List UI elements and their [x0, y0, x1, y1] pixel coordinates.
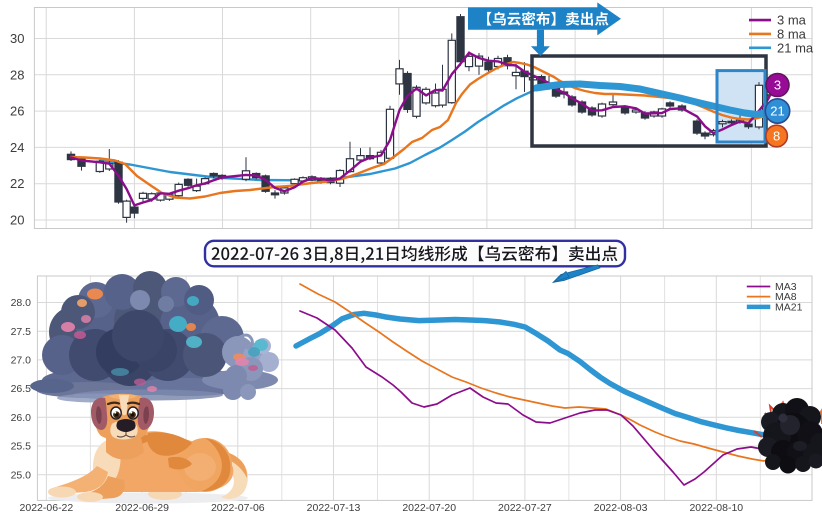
- svg-text:24: 24: [10, 140, 24, 155]
- svg-text:20: 20: [10, 213, 24, 228]
- svg-text:30: 30: [10, 31, 24, 46]
- svg-text:2022-07-20: 2022-07-20: [402, 502, 456, 514]
- svg-text:26: 26: [10, 104, 24, 119]
- svg-text:2022-06-22: 2022-06-22: [20, 502, 74, 514]
- svg-text:8 ma: 8 ma: [777, 27, 807, 42]
- svg-text:MA21: MA21: [775, 302, 803, 314]
- svg-text:3: 3: [774, 78, 781, 93]
- svg-text:27.5: 27.5: [11, 326, 32, 338]
- svg-text:28: 28: [10, 67, 24, 82]
- svg-text:3 ma: 3 ma: [777, 13, 807, 28]
- svg-text:2022-07-06: 2022-07-06: [211, 502, 265, 514]
- svg-text:2022-08-03: 2022-08-03: [594, 502, 648, 514]
- svg-text:8: 8: [773, 129, 780, 144]
- svg-text:21 ma: 21 ma: [777, 40, 814, 55]
- svg-text:26.0: 26.0: [11, 412, 32, 424]
- svg-text:25.5: 25.5: [11, 441, 32, 453]
- svg-text:2022-06-29: 2022-06-29: [115, 502, 169, 514]
- svg-text:2022-07-13: 2022-07-13: [307, 502, 361, 514]
- svg-text:26.5: 26.5: [11, 383, 32, 395]
- svg-text:25.0: 25.0: [11, 469, 32, 481]
- svg-text:27.0: 27.0: [11, 355, 32, 367]
- svg-text:2022-08-10: 2022-08-10: [689, 502, 743, 514]
- svg-text:28.0: 28.0: [11, 297, 32, 309]
- svg-text:22: 22: [10, 176, 24, 191]
- svg-text:21: 21: [770, 104, 784, 119]
- svg-text:2022-07-27: 2022-07-27: [498, 502, 552, 514]
